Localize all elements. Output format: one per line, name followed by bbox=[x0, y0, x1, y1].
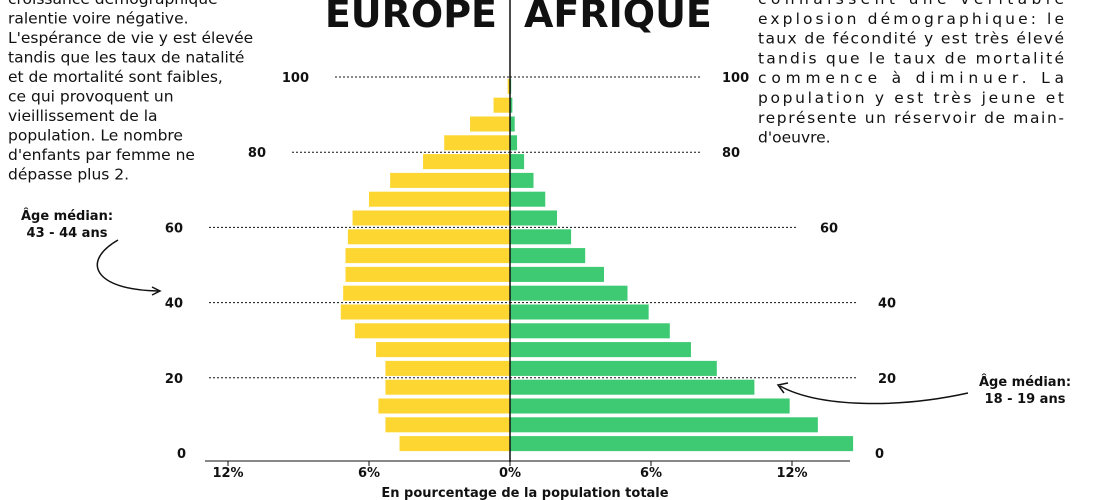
y-tick-label: 0 bbox=[875, 447, 884, 462]
right-title: AFRIQUE bbox=[524, 0, 712, 36]
bar bbox=[369, 191, 510, 207]
bar bbox=[510, 210, 557, 226]
bar bbox=[510, 379, 755, 395]
annotation: 43 - 44 ans bbox=[27, 226, 108, 241]
description-line: d'oeuvre. bbox=[758, 129, 831, 147]
y-tick-label: 0 bbox=[177, 447, 186, 462]
x-tick-label: 12% bbox=[776, 466, 807, 481]
description-line: explosion démographique: le bbox=[758, 10, 1064, 28]
bar bbox=[399, 436, 510, 452]
bar bbox=[493, 97, 510, 113]
y-tick-label: 40 bbox=[878, 297, 896, 312]
bar bbox=[444, 135, 510, 151]
description-line: population. Le nombre bbox=[8, 127, 183, 145]
bar bbox=[470, 116, 510, 132]
y-tick-label: 80 bbox=[248, 146, 266, 161]
bar bbox=[423, 154, 510, 170]
annotation-arrow bbox=[779, 385, 969, 405]
bar bbox=[510, 360, 717, 376]
bar bbox=[510, 116, 515, 132]
bar bbox=[510, 135, 518, 151]
y-tick-label: 20 bbox=[165, 372, 183, 387]
annotation: Âge médian: bbox=[21, 208, 113, 224]
bar bbox=[510, 436, 854, 452]
x-tick-label: 12% bbox=[212, 466, 243, 481]
y-tick-label: 100 bbox=[722, 71, 749, 86]
description-line: tandis que les taux de natalité bbox=[8, 49, 244, 67]
annotation-arrow bbox=[96, 239, 159, 292]
bar bbox=[390, 172, 510, 188]
annotation: Âge médian: bbox=[979, 374, 1071, 390]
annotation: 18 - 19 ans bbox=[985, 392, 1066, 407]
y-tick-label: 100 bbox=[282, 71, 309, 86]
bar bbox=[510, 323, 670, 339]
bar bbox=[510, 97, 513, 113]
description-line: ralentie voire négative. bbox=[8, 10, 189, 28]
description-line: commence à diminuer. La bbox=[758, 69, 1064, 87]
bar bbox=[354, 323, 510, 339]
bar bbox=[345, 248, 510, 264]
bar bbox=[345, 266, 510, 282]
bar bbox=[340, 304, 510, 320]
bar bbox=[510, 229, 572, 245]
bar bbox=[510, 417, 818, 433]
bar bbox=[510, 248, 586, 264]
bar bbox=[507, 78, 510, 94]
description-line: connaissent une véritable bbox=[758, 0, 1064, 8]
bar bbox=[378, 398, 510, 414]
bar bbox=[510, 191, 546, 207]
description-line: d'enfants par femme ne bbox=[8, 146, 195, 164]
y-tick-label: 20 bbox=[878, 372, 896, 387]
bar bbox=[385, 417, 510, 433]
bar bbox=[510, 398, 790, 414]
x-tick-label: 6% bbox=[358, 466, 380, 481]
bar bbox=[510, 285, 628, 301]
bar bbox=[352, 210, 510, 226]
bar bbox=[347, 229, 510, 245]
description-line: taux de fécondité y est très élevé bbox=[758, 30, 1064, 48]
bar bbox=[510, 304, 649, 320]
description-line: dépasse plus 2. bbox=[8, 166, 129, 184]
bar bbox=[376, 342, 510, 358]
description-line: vieillissement de la bbox=[8, 107, 158, 125]
arrow-head bbox=[776, 382, 789, 394]
bar bbox=[510, 172, 534, 188]
description-line: tandis que le taux de mortalité bbox=[758, 49, 1064, 67]
description-line: et de mortalité sont faibles, bbox=[8, 68, 223, 86]
y-tick-label: 40 bbox=[165, 297, 183, 312]
bar bbox=[343, 285, 510, 301]
bar bbox=[510, 342, 691, 358]
description-line: représente un réservoir de main- bbox=[758, 109, 1064, 127]
bar bbox=[385, 379, 510, 395]
bar bbox=[385, 360, 510, 376]
x-axis-label: En pourcentage de la population totale bbox=[381, 486, 668, 500]
y-tick-label: 60 bbox=[820, 221, 838, 236]
description-line: ce qui provoquent un bbox=[8, 88, 174, 106]
description-line: population y est très jeune et bbox=[758, 89, 1064, 107]
bar bbox=[510, 266, 604, 282]
bar bbox=[510, 154, 525, 170]
left-title: EUROPE bbox=[325, 0, 497, 36]
x-tick-label: 6% bbox=[640, 466, 662, 481]
y-tick-label: 60 bbox=[165, 221, 183, 236]
y-tick-label: 80 bbox=[722, 146, 740, 161]
description-line: L'espérance de vie y est élevée bbox=[8, 29, 253, 47]
x-tick-label: 0% bbox=[499, 466, 521, 481]
arrow-head bbox=[151, 286, 162, 296]
description-line: croissance démographique bbox=[8, 0, 218, 8]
